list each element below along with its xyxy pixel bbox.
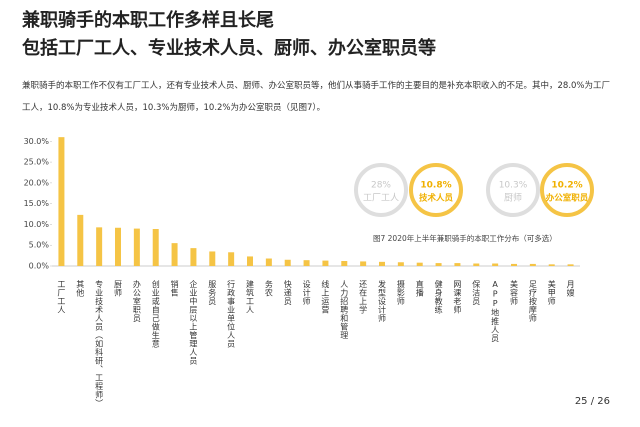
bar xyxy=(247,256,253,266)
x-tick-label: 设计师 xyxy=(302,279,311,306)
x-tick-label: 行政事业单位人员 xyxy=(227,279,236,349)
bar xyxy=(209,251,216,266)
x-tick-label: 服务员 xyxy=(208,280,217,306)
y-tick-label: 20.0% xyxy=(24,178,50,187)
bar xyxy=(492,263,499,266)
y-tick-label: 5.0% xyxy=(29,241,50,250)
bar xyxy=(529,263,536,266)
x-tick-label: 其他 xyxy=(76,280,85,298)
x-tick-label: 创业或自己做生意 xyxy=(151,279,160,348)
bar xyxy=(265,258,272,266)
paragraph: 兼职骑手的本职工作不仅有工厂工人，还有专业技术人员、厨师、办公室职员等，他们从事… xyxy=(22,81,611,113)
bar xyxy=(379,261,385,266)
x-tick-label: 销售 xyxy=(170,279,179,298)
x-tick-label: 务农 xyxy=(264,279,273,298)
bar xyxy=(435,263,442,266)
bar xyxy=(454,263,461,266)
annotation-label: 技术人员 xyxy=(419,193,454,204)
x-tick-label: 还在上学 xyxy=(359,279,368,314)
bar xyxy=(548,264,555,266)
x-tick-label: 保洁员 xyxy=(472,279,481,306)
annotation-ring xyxy=(540,163,594,217)
page-number: 25 / 26 xyxy=(575,396,610,407)
y-tick-label: 0.0% xyxy=(29,262,50,271)
bar xyxy=(341,261,348,266)
bar xyxy=(416,262,423,266)
bar xyxy=(360,261,367,266)
y-tick-label: 15.0% xyxy=(24,199,50,208)
y-tick-label: 10.0% xyxy=(24,220,50,229)
bar xyxy=(303,260,310,266)
bar xyxy=(96,227,103,266)
x-tick-label: 足疗按摩师 xyxy=(528,280,537,323)
bar xyxy=(567,264,574,266)
x-tick-label: 美容师 xyxy=(510,279,519,306)
annotation-value: 10.2% xyxy=(551,181,582,191)
annotation-ring xyxy=(354,163,408,217)
bar xyxy=(115,227,121,266)
figure-caption: 图7 2020年上半年兼职骑手的本职工作分布（可多选） xyxy=(373,233,557,243)
x-tick-label: 厨师 xyxy=(114,280,123,298)
x-tick-label: 线上运营 xyxy=(321,279,330,315)
x-tick-label: 健身教练 xyxy=(434,279,443,314)
x-tick-label: 快递员 xyxy=(283,279,292,306)
x-tick-label: 网课老师 xyxy=(453,280,462,315)
x-tick-label: 工厂工人 xyxy=(57,280,66,314)
x-tick-label: 发型设计师 xyxy=(378,279,387,323)
annotation-value: 10.8% xyxy=(420,181,451,191)
bar xyxy=(133,228,140,266)
y-tick-label: 30.0% xyxy=(24,137,50,146)
title-line-2: 包括工厂工人、专业技术人员、厨师、办公室职员等 xyxy=(22,38,436,59)
annotation-label: 办公室职员 xyxy=(546,193,589,204)
x-tick-label: 建筑工人 xyxy=(246,279,255,314)
bar xyxy=(228,252,235,266)
annotation-ring xyxy=(486,163,540,217)
x-tick-label: 办公室职员 xyxy=(132,279,141,323)
x-tick-label: 直播 xyxy=(415,279,424,298)
bar xyxy=(77,214,84,266)
x-tick-label: 企业中层以上管理人员 xyxy=(189,279,198,366)
annotation-value: 10.3% xyxy=(499,181,528,191)
x-tick-label: 专业技术人员（如科研、工程师） xyxy=(95,279,104,407)
x-tick-label: 摄影师 xyxy=(396,280,405,306)
bar xyxy=(58,137,65,266)
x-tick-label: APP地推人员 xyxy=(491,280,500,343)
annotation-label: 工厂工人 xyxy=(363,193,399,204)
bar xyxy=(190,248,197,266)
bar xyxy=(397,262,404,266)
x-tick-label: 人力招聘和管理 xyxy=(340,280,349,340)
y-tick-label: 25.0% xyxy=(24,158,50,167)
bar xyxy=(284,259,291,266)
bar xyxy=(152,229,159,266)
x-tick-label: 月嫂 xyxy=(566,280,575,298)
bar xyxy=(322,260,329,266)
x-tick-label: 美甲师 xyxy=(547,279,556,306)
bar xyxy=(473,263,480,266)
annotation-label: 厨师 xyxy=(504,192,522,204)
title-line-1: 兼职骑手的本职工作多样且长尾 xyxy=(22,10,274,31)
annotation-value: 28% xyxy=(371,181,391,191)
bar xyxy=(511,263,517,266)
annotation-ring xyxy=(409,163,463,217)
bar xyxy=(171,243,178,266)
